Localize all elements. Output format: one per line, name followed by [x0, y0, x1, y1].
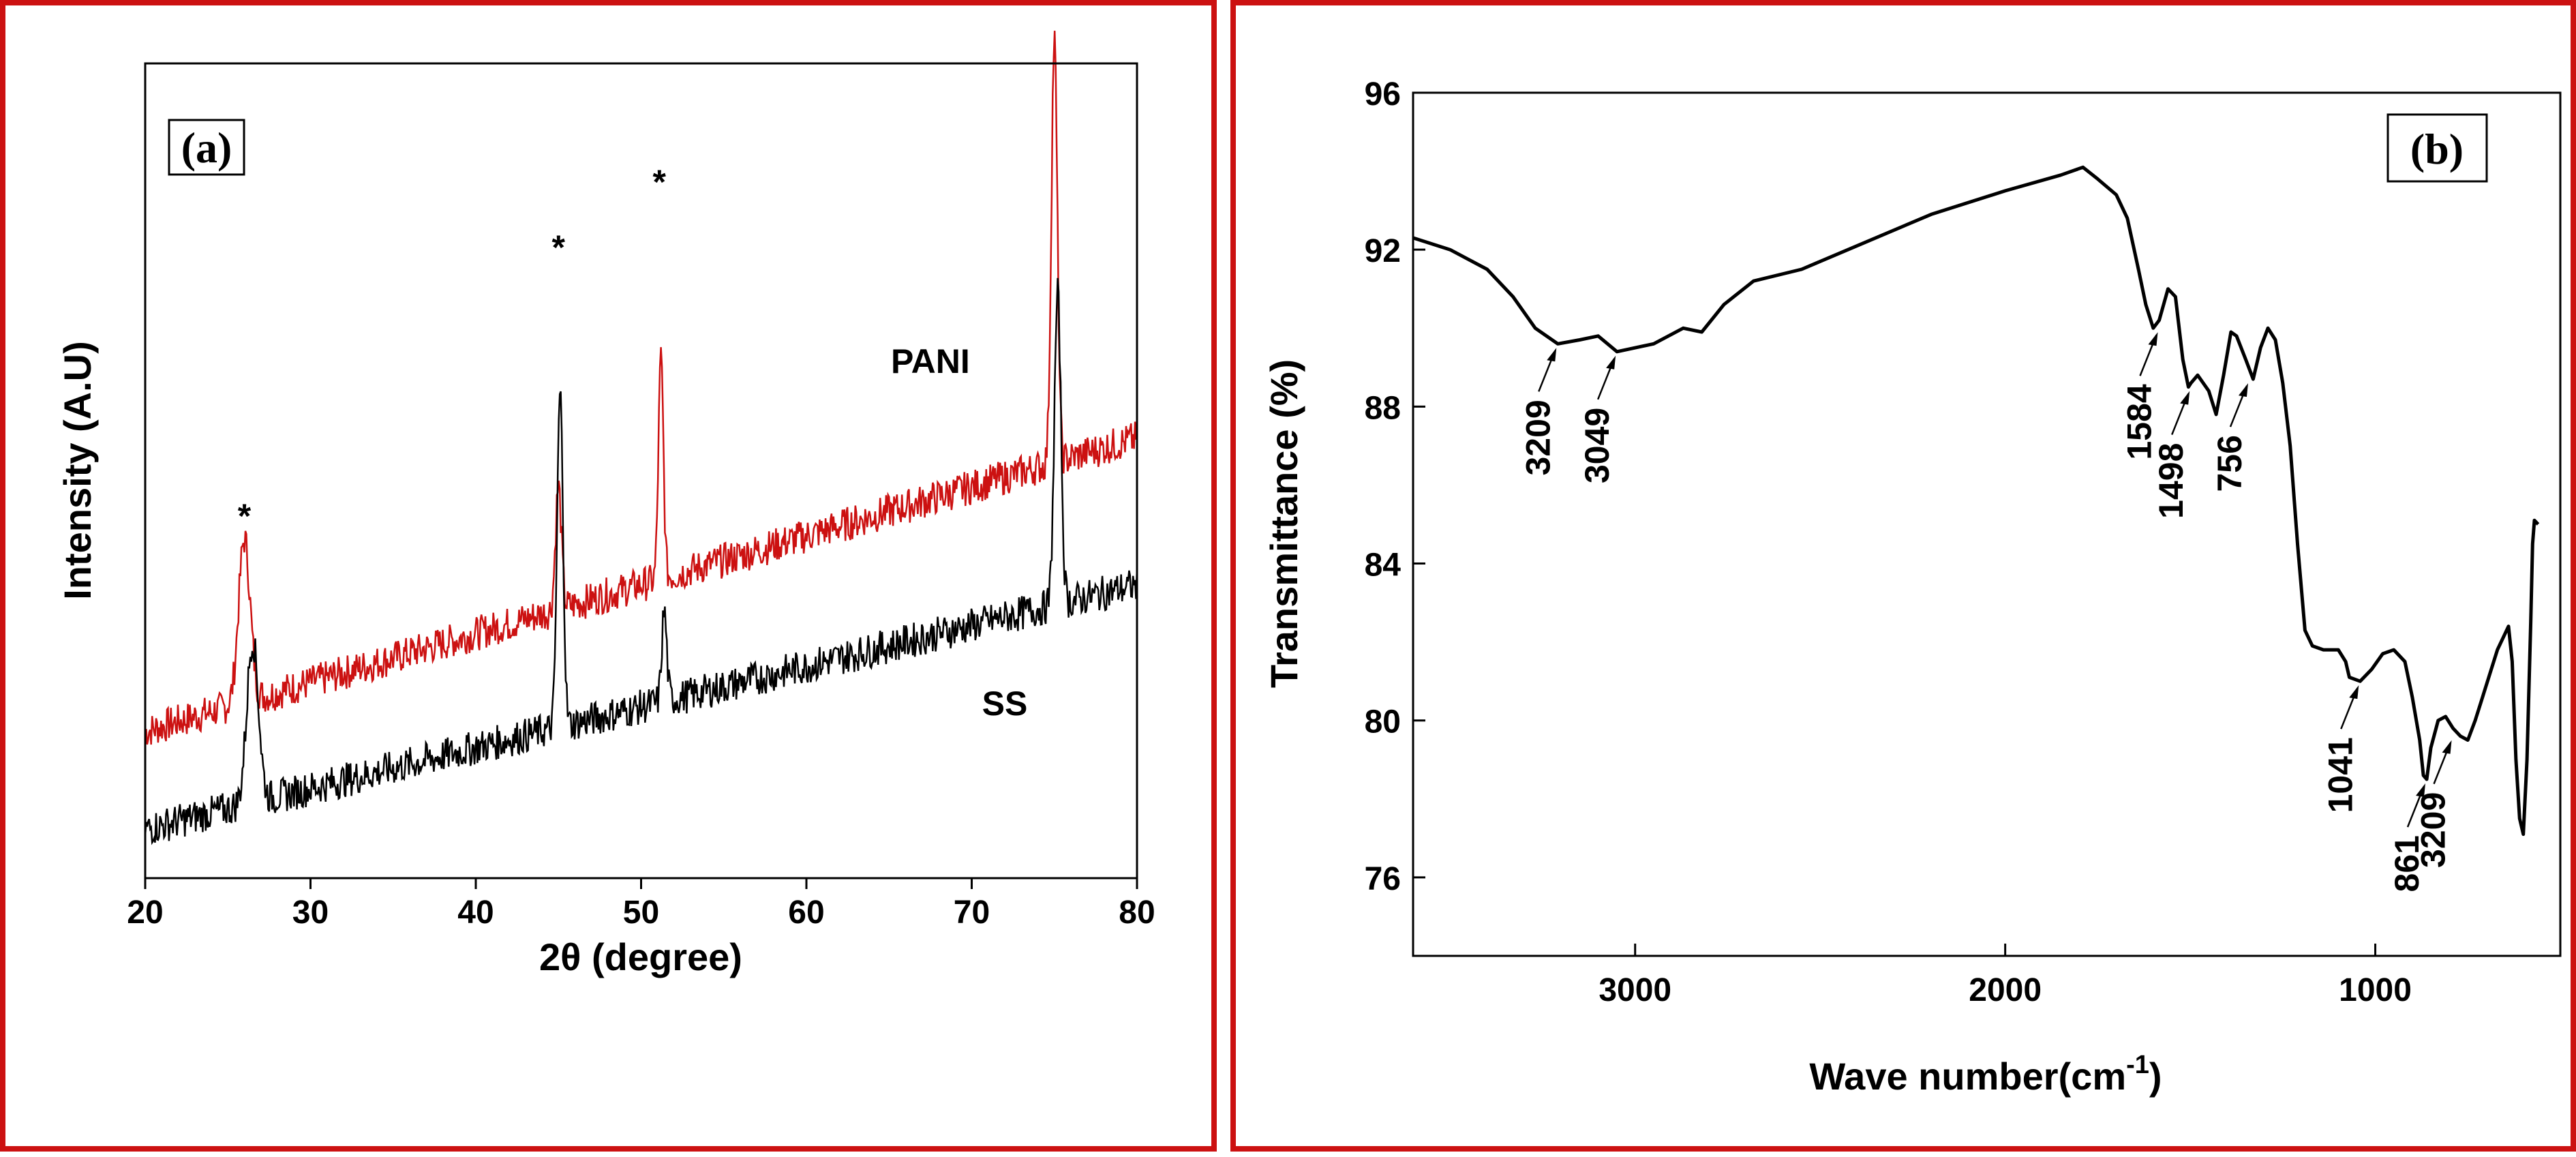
chart-b-annotation-label: 861: [2388, 835, 2426, 892]
chart-b-x-ticks: 3000 2000 1000: [1598, 944, 2412, 1008]
chart-b-series-group: [1412, 165, 2540, 837]
chart-b-annotation-arrowhead: [2238, 383, 2248, 397]
chart-b-annotation-arrowhead: [2349, 685, 2359, 700]
chart-b-y-ticks: 76 80 84 88 92 96: [1365, 76, 1425, 897]
chart-b-peak-annotation: 756: [2211, 383, 2249, 492]
chart-a-panel-label: (a): [181, 123, 232, 172]
chart-b-annotation-arrowhead: [2180, 391, 2190, 405]
chart-a-x-ticks: 20 30 40 50 60 70 80: [127, 878, 1155, 931]
chart-b-annotation-label: 3209: [1519, 400, 1557, 475]
chart-b-x-axis-title-main: Wave number(cm: [1809, 1055, 2126, 1098]
chart-b-peak-annotation: 3049: [1578, 355, 1616, 483]
chart-a-y-axis-title: Intensity (A.U): [56, 341, 99, 600]
chart-b-annotation-label: 1041: [2321, 737, 2359, 813]
chart-b-annotation-label: 1584: [2120, 384, 2158, 460]
chart-b-x-axis-title-sup: -1: [2126, 1051, 2149, 1079]
chart-b-peak-annotation: 3209: [2414, 740, 2453, 868]
chart-b-y-tick-label: 96: [1365, 76, 1401, 112]
chart-a-series-label: PANI: [891, 342, 970, 380]
chart-b-x-tick-label: 1000: [2339, 972, 2412, 1008]
chart-a-peak-marker: *: [238, 497, 252, 535]
chart-a-panel-label-box: [168, 119, 245, 176]
chart-a-peak-marker: *: [552, 228, 566, 267]
chart-a-series-label: SS: [982, 685, 1028, 723]
chart-b-y-tick-label: 88: [1365, 390, 1401, 426]
chart-b-frame: [1412, 91, 2562, 957]
chart-b-peak-annotation: 1584: [2120, 332, 2158, 460]
chart-a-series-ss: [144, 277, 1138, 845]
chart-b-x-axis-title-close: ): [2149, 1055, 2162, 1098]
chart-b-annotation-label: 1498: [2152, 443, 2190, 519]
chart-b-peak-annotation: 861: [2388, 783, 2426, 892]
chart-b-annotation-arrowhead: [2442, 740, 2452, 754]
chart-b-annotation-arrowhead: [2416, 783, 2426, 798]
chart-b-svg: 3000 2000 1000 76 80 84 88 92 96 3209 3049 158414…: [1262, 76, 2562, 1098]
chart-b-annotation-arrowhead: [2148, 332, 2158, 346]
chart-b-annotation-label: 3049: [1578, 408, 1616, 483]
chart-b-x-tick-label: 3000: [1598, 972, 1671, 1008]
chart-b-y-tick-label: 92: [1365, 233, 1401, 269]
chart-b-y-tick-label: 76: [1365, 861, 1401, 897]
chart-a-series-group: [144, 31, 1138, 845]
chart-a-x-tick-label: 20: [127, 895, 163, 931]
chart-b-y-axis-title: Transmittance (%): [1262, 359, 1305, 688]
chart-b-panel-label-box: [2386, 113, 2488, 183]
chart-b-peak-annotation: 1498: [2152, 391, 2190, 519]
chart-b-peak-annotation: 1041: [2321, 685, 2359, 813]
chart-b-x-tick-label: 2000: [1969, 972, 2042, 1008]
chart-b-peak-annotation: 3209: [1519, 348, 1557, 476]
chart-b-series-ftir: [1412, 165, 2540, 837]
chart-a-x-tick-label: 40: [457, 895, 494, 931]
chart-a-x-tick-label: 50: [623, 895, 659, 931]
chart-a-x-tick-label: 80: [1119, 895, 1155, 931]
chart-b-panel-label: (b): [2410, 125, 2464, 173]
chart-b-annotation-arrowhead: [1606, 355, 1616, 370]
chart-a-x-tick-label: 60: [788, 895, 824, 931]
chart-b-annotation-arrowhead: [1547, 348, 1557, 362]
chart-a-frame: [144, 62, 1138, 880]
chart-a-x-tick-label: 30: [292, 895, 329, 931]
chart-b-y-tick-label: 80: [1365, 704, 1401, 740]
chart-b-y-tick-label: 84: [1365, 547, 1401, 584]
chart-b-annotation-label: 756: [2211, 435, 2249, 492]
chart-a-x-tick-label: 70: [954, 895, 990, 931]
chart-a-series-pani: [144, 31, 1138, 745]
chart-b-annotation-label: 3209: [2414, 792, 2453, 868]
chart-a-peak-marker: *: [652, 163, 666, 201]
chart-a-x-axis-title: 2θ (degree): [539, 935, 742, 978]
chart-b-x-axis-title: Wave number(cm-1): [1809, 1051, 2162, 1098]
panel-b: 3000 2000 1000 76 80 84 88 92 96 3209 3049 1584 14…: [1230, 0, 2576, 1152]
